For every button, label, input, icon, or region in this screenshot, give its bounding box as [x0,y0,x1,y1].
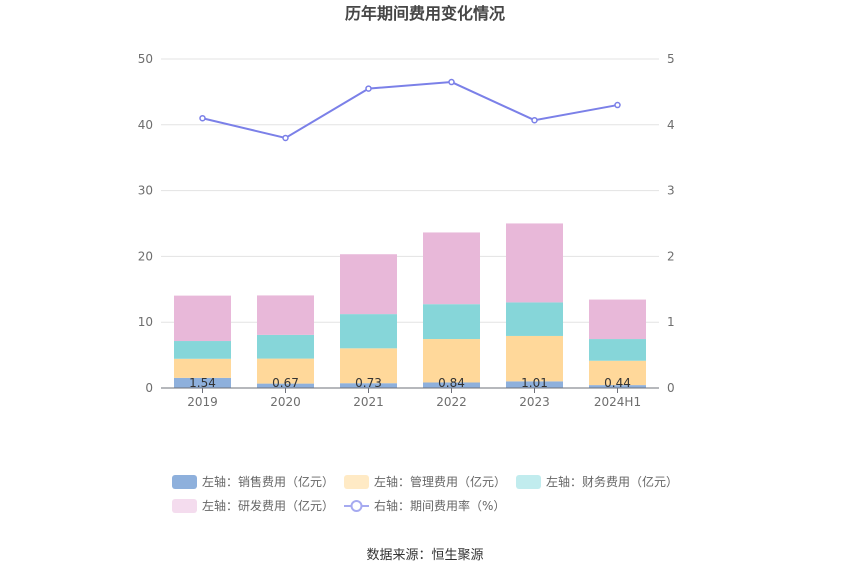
finance-expense-bar [589,339,646,361]
rnd-expense-bar [423,232,480,305]
sales-bar [257,383,314,388]
finance-expense-bar [423,304,480,340]
sales-bar [589,385,646,388]
y-left-tick-label: 40 [138,118,153,132]
admin-expense-bar [174,358,231,378]
rate-point [614,101,621,109]
source-note: 数据来源：恒生聚源 [366,548,483,563]
grid-lines [161,58,659,323]
legend-swatch [172,499,197,513]
rnd-expense-bar [589,299,646,340]
y-right-axis: 0 1 2 3 4 5 [667,52,675,395]
legend-item-rate: 右轴：期间费用率（%） [344,498,505,513]
x-tick-label: 2021 [353,395,384,409]
x-tick-label: 2024H1 [594,395,641,409]
y-right-tick-label: 3 [667,184,675,198]
sales-bar [340,383,397,388]
finance-expense-bar [506,302,563,336]
rnd-expense-bar [174,295,231,342]
legend-item-rnd: 左轴：研发费用（亿元） [172,498,334,513]
y-left-tick-label: 0 [145,381,153,395]
rnd-expense-bar [257,295,314,335]
legend-item-sales: 左轴：销售费用（亿元） [172,474,334,489]
admin-expense-bar [506,335,563,382]
legend: 左轴：销售费用（亿元） 左轴：管理费用（亿元） 左轴：财务费用（亿元） 左轴：研发费用… [172,474,678,513]
rate-line-series [199,78,621,142]
x-tick-label: 2020 [270,395,301,409]
finance-expense-bar [174,341,231,359]
y-left-tick-label: 30 [138,184,153,198]
sales-bar [174,377,231,388]
sales-data-label: 0.73 [355,376,382,390]
y-right-tick-label: 5 [667,52,675,66]
y-right-tick-label: 1 [667,315,675,329]
legend-label: 左轴：销售费用（亿元） [202,474,334,489]
sales-bar [423,382,480,388]
chart-title: 历年期间费用变化情况 [345,4,505,23]
y-left-axis: 0 10 20 30 40 50 [138,52,153,395]
admin-expense-bar [340,348,397,384]
legend-item-finance: 左轴：财务费用（亿元） [516,474,678,489]
rate-point [199,114,206,122]
rate-point [365,85,372,92]
legend-swatch [516,475,541,489]
sales-data-label: 1.54 [189,376,216,390]
y-right-tick-label: 0 [667,381,675,395]
rate-line [202,81,618,140]
finance-expense-bar [257,334,314,359]
legend-label: 左轴：研发费用（亿元） [202,498,334,513]
admin-expense-bar [257,358,314,384]
x-tick-label: 2023 [519,395,550,409]
data-labels: 1.54 0.67 0.73 0.84 1.01 0.44 [189,376,631,390]
sales-data-label: 0.84 [438,376,465,390]
y-left-tick-label: 10 [138,315,153,329]
rate-point [448,78,455,86]
sales-data-label: 1.01 [521,376,548,390]
finance-expense-bar [340,314,397,349]
bar-series [174,223,646,388]
x-tick-label: 2019 [187,395,218,409]
y-right-tick-label: 2 [667,249,675,263]
rate-point [282,134,289,142]
y-left-tick-label: 20 [138,249,153,263]
y-left-tick-label: 50 [138,52,153,66]
legend-label: 左轴：管理费用（亿元） [374,474,506,489]
legend-marker [350,500,363,512]
legend-label: 左轴：财务费用（亿元） [546,474,678,489]
x-axis: 2019 2020 2021 2022 2023 2024H1 [161,387,659,409]
admin-expense-bar [589,360,646,386]
y-right-tick-label: 4 [667,118,675,132]
legend-swatch [344,475,369,489]
legend-swatch [172,475,197,489]
sales-bar [506,381,563,388]
x-tick-label: 2022 [436,395,467,409]
rnd-expense-bar [506,223,563,303]
legend-item-admin: 左轴：管理费用（亿元） [344,474,506,489]
sales-data-label: 0.44 [604,376,631,390]
sales-data-label: 0.67 [272,376,299,390]
rnd-expense-bar [340,254,397,315]
admin-expense-bar [423,339,480,383]
legend-label: 右轴：期间费用率（%） [374,498,505,513]
rate-point [531,116,538,124]
